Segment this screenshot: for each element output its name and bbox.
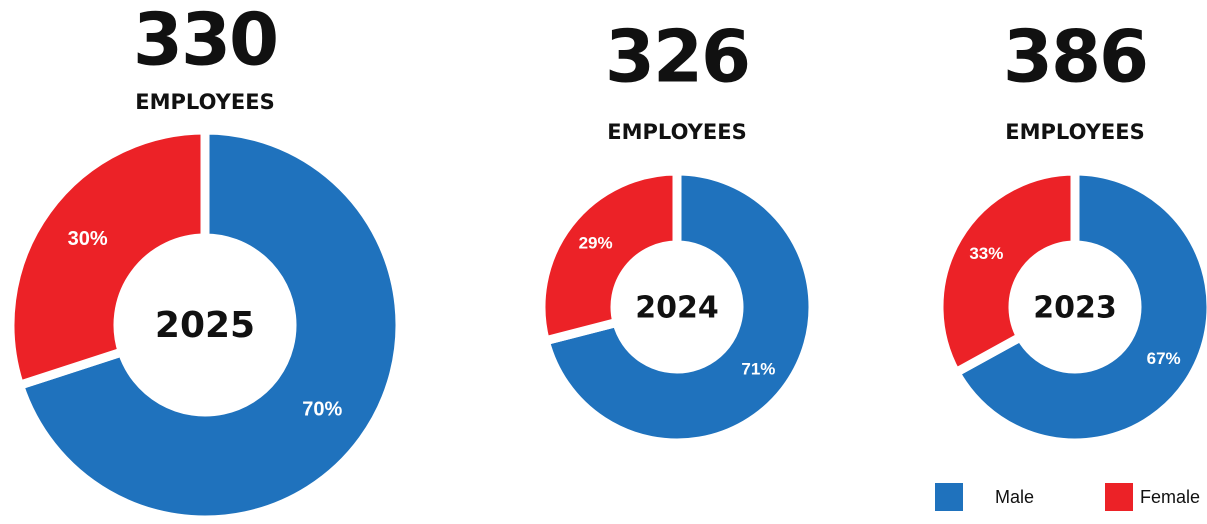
center-label: 2023 [1033,291,1117,326]
value-label: 29% [579,233,613,252]
legend-swatch [935,483,963,511]
value-label: 71% [741,360,775,379]
chart-title: 326 [605,15,749,99]
value-label: 33% [969,244,1003,263]
legend-label: Male [995,487,1034,507]
donut-segment [5,125,210,391]
chart-subtitle: EMPLOYEES [607,120,746,144]
center-label: 2025 [155,305,255,346]
donut-segment [536,166,682,347]
legend-label: Female [1140,487,1200,507]
legend-swatch [1105,483,1133,511]
center-label: 2024 [635,291,719,326]
donut-segment [13,125,405,524]
chart-subtitle: EMPLOYEES [1005,120,1144,144]
value-label: 70% [302,399,342,421]
chart-subtitle: EMPLOYEES [135,90,274,114]
value-label: 30% [68,228,108,250]
donut-segment [949,166,1207,448]
chart-title: 386 [1003,15,1147,99]
chart-title: 330 [133,0,277,82]
value-label: 67% [1147,349,1181,368]
donut-segment [934,166,1080,379]
donut-segment [539,166,818,448]
